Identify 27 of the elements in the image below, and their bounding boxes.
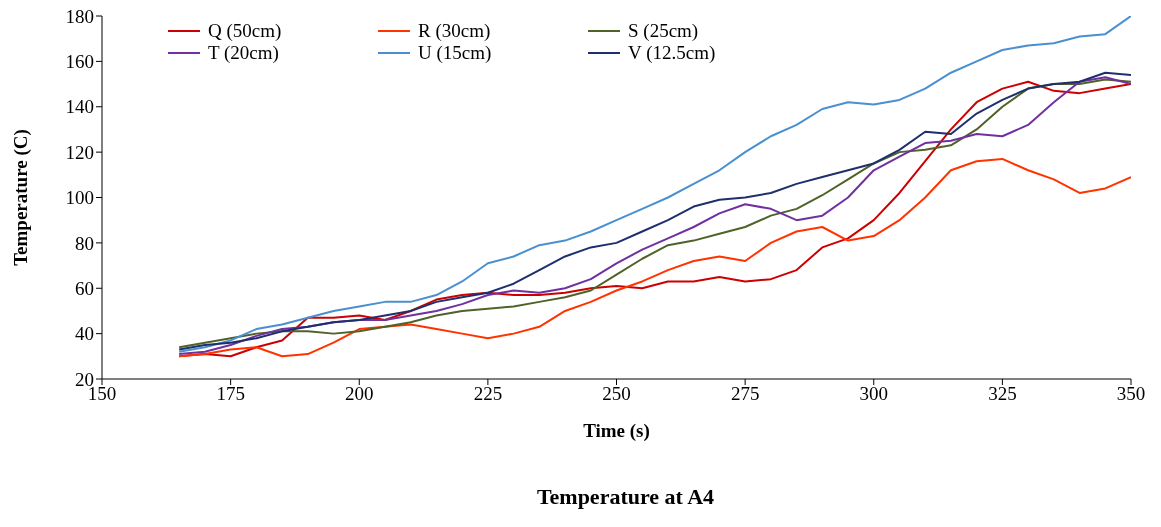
y-tick-label: 60 [75, 277, 94, 299]
x-axis-title: Time (s) [583, 420, 650, 442]
y-tick-label: 40 [75, 323, 94, 345]
x-tick-label: 175 [216, 383, 245, 405]
x-tick-label: 325 [988, 383, 1017, 405]
line-series [178, 157, 1131, 358]
y-tick-label: 140 [65, 96, 94, 118]
y-tick-label: 100 [65, 187, 94, 209]
legend-label: T (20cm) [208, 42, 279, 64]
x-tick-label: 300 [859, 383, 888, 405]
y-tick-label: 120 [65, 141, 94, 163]
line-series [178, 16, 1131, 353]
legend-label: U (15cm) [418, 42, 492, 64]
legend-label: S (25cm) [628, 20, 699, 42]
y-tick-label: 180 [65, 5, 94, 27]
x-tick-label: 225 [473, 383, 503, 405]
legend-label: Q (50cm) [208, 20, 282, 42]
legend-label: V (12.5cm) [628, 42, 716, 64]
y-tick-label: 80 [75, 232, 94, 254]
x-tick-label: 200 [345, 383, 374, 405]
text: Temperature at A4 [535, 484, 716, 510]
x-tick-label: 350 [1116, 383, 1146, 405]
legend-label: R (30cm) [418, 20, 491, 42]
x-tick-label: 275 [730, 383, 760, 405]
y-tick-label: 160 [65, 51, 94, 73]
x-tick-label: 250 [602, 383, 631, 405]
y-axis-title: Temperature (C) [9, 129, 32, 266]
